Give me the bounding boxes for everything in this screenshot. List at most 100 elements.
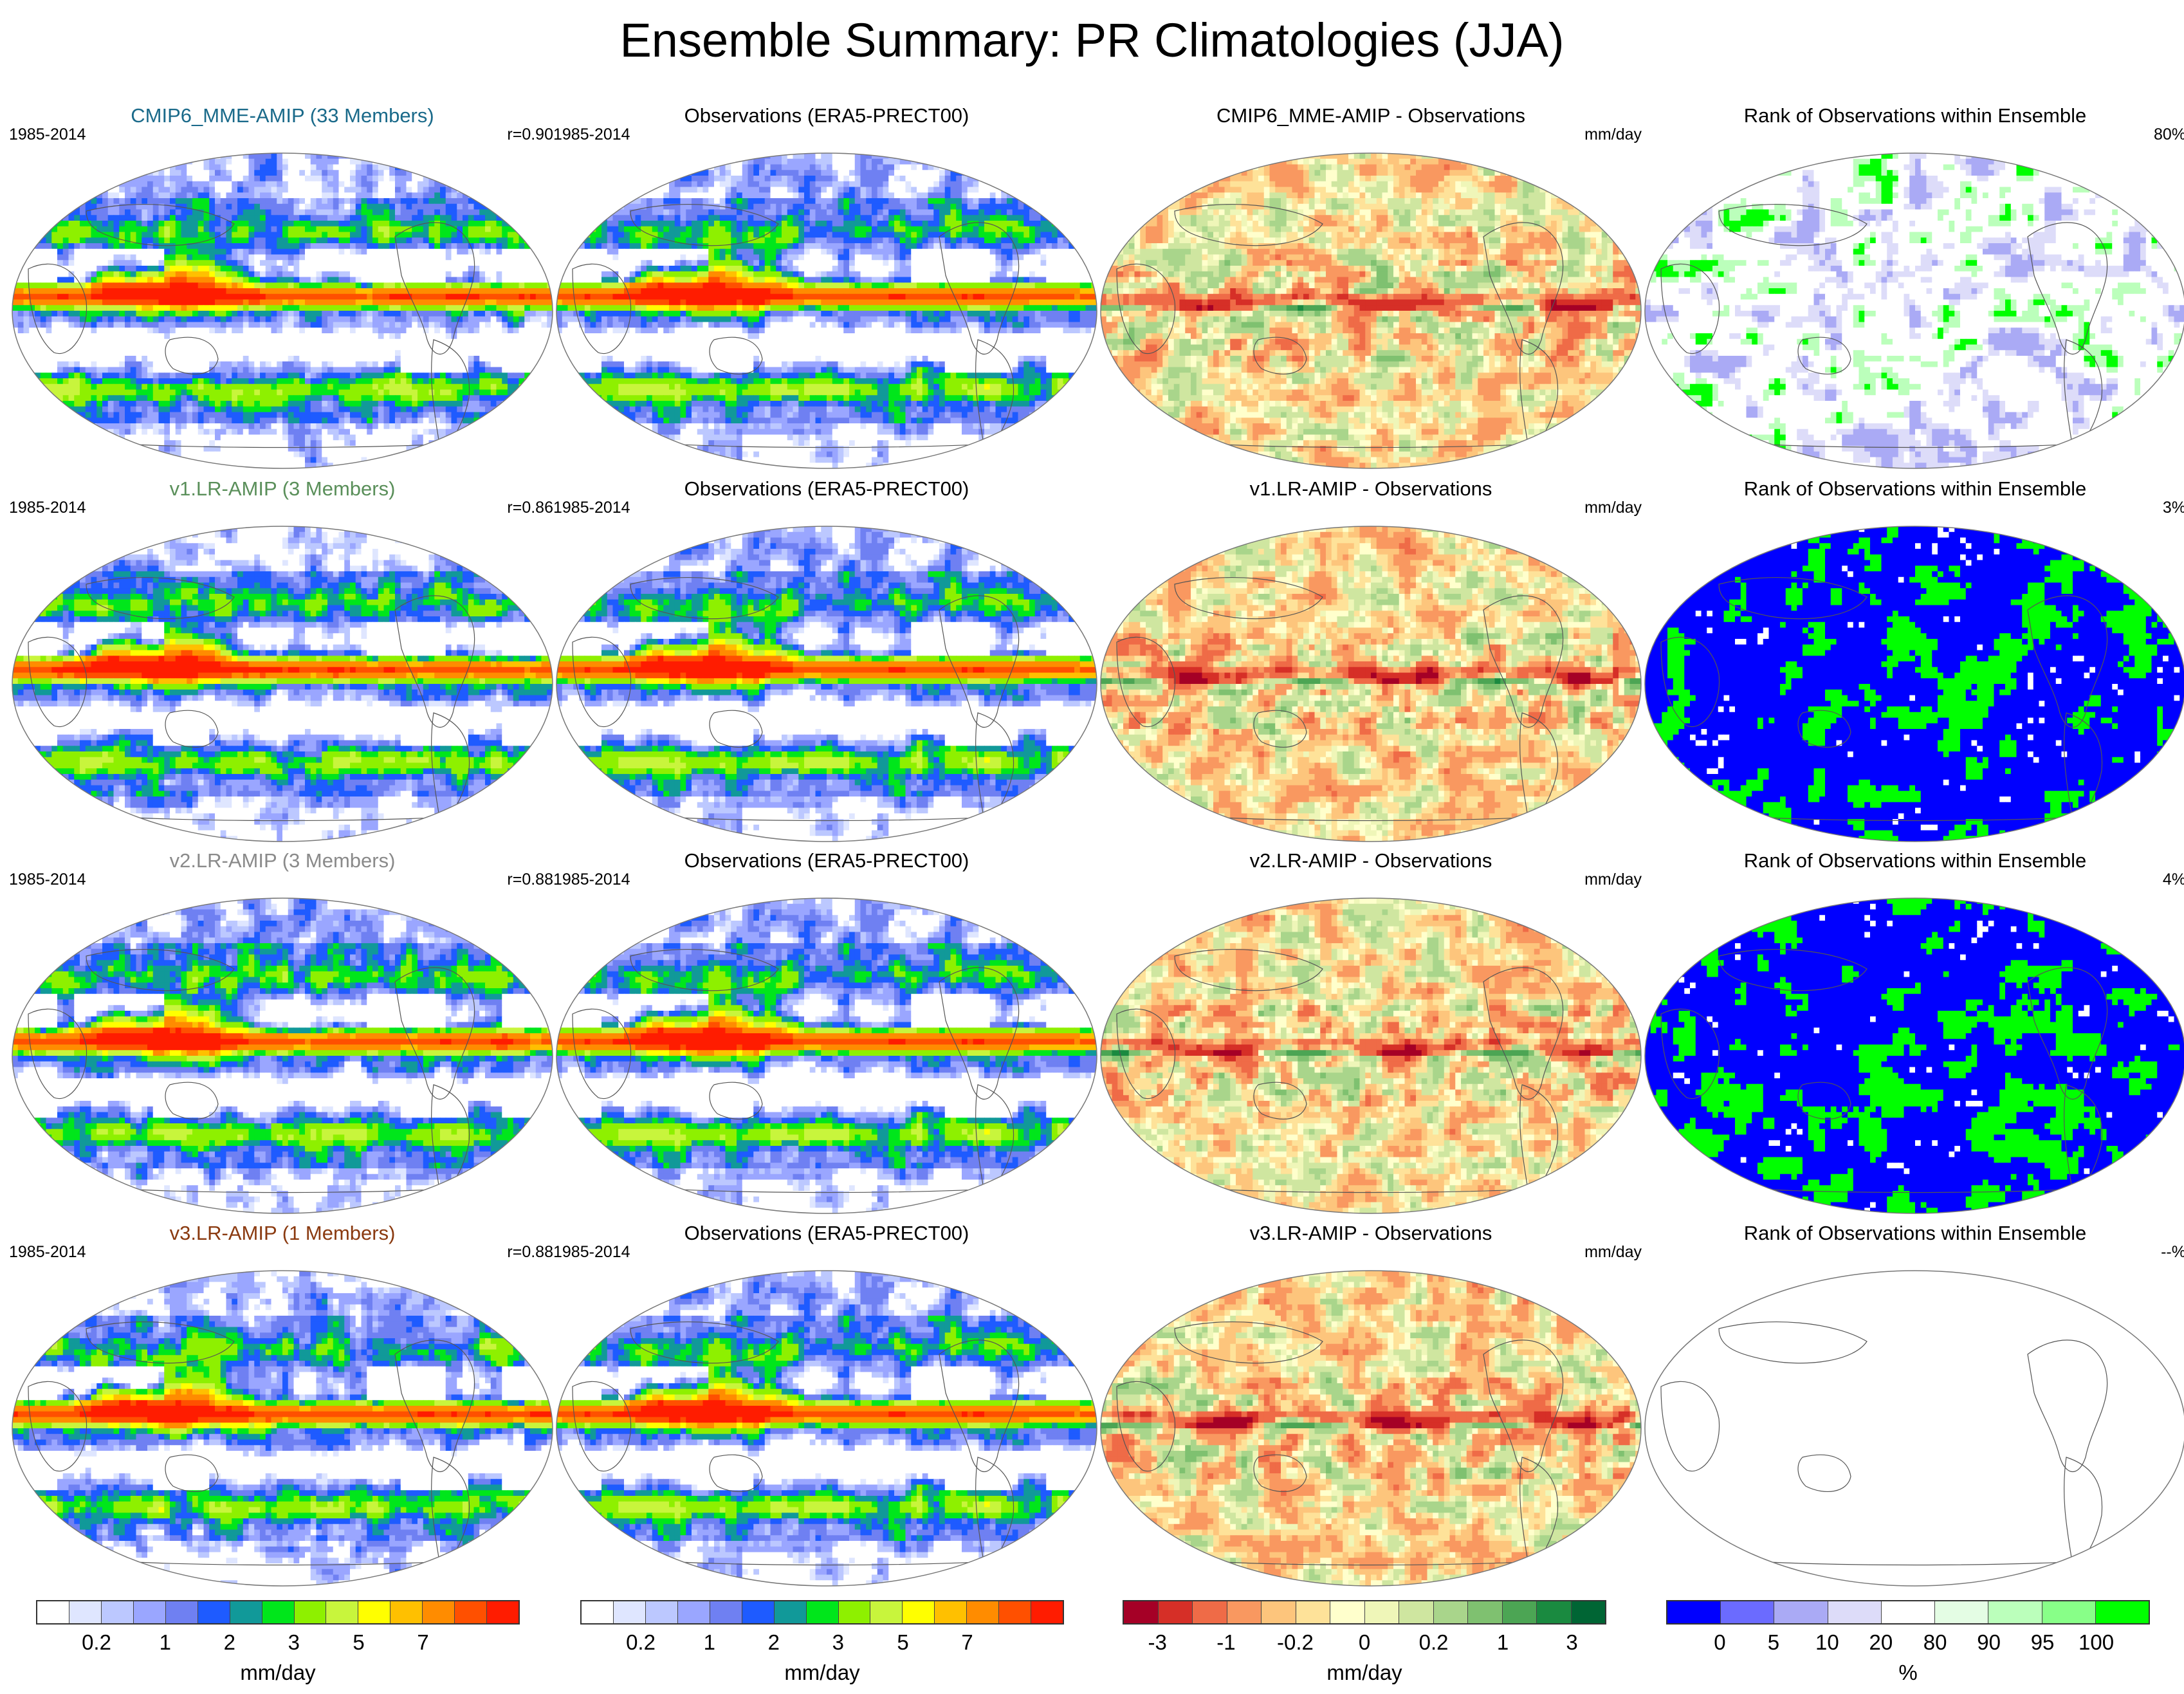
panel-title: Rank of Observations within Ensemble: [1642, 476, 2184, 502]
colorbar-swatch: [326, 1601, 358, 1623]
map-field: [1101, 1271, 1642, 1587]
world-map: [9, 520, 556, 848]
map-field: [1101, 898, 1642, 1214]
panel-diff-row2: v1.LR-AMIP - Observations mm/day: [1097, 476, 1644, 848]
colorbar-swatch: [1935, 1601, 1988, 1623]
colorbar-tick-label: 3: [1566, 1631, 1577, 1654]
figure-title: Ensemble Summary: PR Climatologies (JJA): [0, 12, 2184, 69]
colorbar-units: mm/day: [1326, 1661, 1402, 1685]
colorbar-tick-label: 100: [2078, 1631, 2114, 1654]
panel-model-row4: v3.LR-AMIP (1 Members) 1985-2014 r=0.88: [9, 1220, 556, 1592]
colorbar-swatch: [1572, 1601, 1606, 1623]
panel-obs-row1: Observations (ERA5-PRECT00) 1985-2014: [553, 103, 1100, 475]
colorbar-precip: 0.2 1 2 3 5 7 mm/day: [580, 1600, 1064, 1690]
panel-rank-row2: Rank of Observations within Ensemble 3%: [1642, 476, 2184, 848]
colorbar-precip: 0.2 1 2 3 5 7 mm/day: [36, 1600, 520, 1690]
colorbar-units: mm/day: [784, 1661, 859, 1685]
panel-diff-row1: CMIP6_MME-AMIP - Observations mm/day: [1097, 103, 1644, 475]
colorbar-swatch: [2042, 1601, 2096, 1623]
colorbar-swatches: [1123, 1600, 1606, 1625]
panel-title: Rank of Observations within Ensemble: [1642, 1220, 2184, 1246]
colorbar-tick-label: 5: [353, 1631, 364, 1654]
colorbar-swatch: [1227, 1601, 1262, 1623]
period-label: 1985-2014: [9, 870, 86, 889]
colorbar-swatch: [1468, 1601, 1503, 1623]
world-map: [553, 1264, 1100, 1592]
colorbar-swatch: [423, 1601, 455, 1623]
colorbar-tick-label: 1: [704, 1631, 715, 1654]
colorbar-swatch: [1399, 1601, 1434, 1623]
colorbar-swatch: [775, 1601, 807, 1623]
map-field: [1645, 153, 2184, 469]
colorbar-swatch: [134, 1601, 166, 1623]
colorbar-tick-label: 2: [224, 1631, 235, 1654]
panel-model-row2: v1.LR-AMIP (3 Members) 1985-2014 r=0.86: [9, 476, 556, 848]
colorbar-swatch: [1774, 1601, 1828, 1623]
colorbar-swatch: [935, 1601, 967, 1623]
correlation-label: r=0.88: [507, 870, 553, 889]
colorbar-tick-label: 90: [1977, 1631, 2001, 1654]
colorbar-swatch: [582, 1601, 614, 1623]
units-label: mm/day: [1584, 498, 1642, 517]
colorbar-tick-label: 0.2: [1419, 1631, 1449, 1654]
map-field: [556, 526, 1097, 842]
colorbar-swatch: [37, 1601, 69, 1623]
map-field: [556, 898, 1097, 1214]
map-field: [1101, 153, 1642, 469]
period-label: 1985-2014: [9, 125, 86, 144]
world-map: [9, 892, 556, 1220]
colorbar-diff: -3 -1 -0.2 0 0.2 1 3 mm/day: [1123, 1600, 1606, 1690]
coastlines: [1661, 1322, 2107, 1567]
panel-diff-row3: v2.LR-AMIP - Observations mm/day: [1097, 848, 1644, 1220]
panel-rank-row1: Rank of Observations within Ensemble 80%: [1642, 103, 2184, 475]
colorbar-swatch: [1988, 1601, 2042, 1623]
colorbar-swatch: [295, 1601, 327, 1623]
colorbar-tick-label: 3: [832, 1631, 844, 1654]
colorbar-tick-label: -0.2: [1277, 1631, 1314, 1654]
map-field: [556, 153, 1097, 469]
colorbar-swatch: [166, 1601, 198, 1623]
colorbar-swatch: [1365, 1601, 1400, 1623]
colorbar-swatch: [807, 1601, 839, 1623]
colorbar-swatch: [198, 1601, 230, 1623]
panel-model-row1: CMIP6_MME-AMIP (33 Members) 1985-2014 r=0.…: [9, 103, 556, 475]
colorbar-swatch: [967, 1601, 999, 1623]
panel-obs-row3: Observations (ERA5-PRECT00) 1985-2014: [553, 848, 1100, 1220]
colorbar-swatch: [1667, 1601, 1721, 1623]
colorbar-tick-label: -3: [1148, 1631, 1166, 1654]
colorbar-swatch: [1193, 1601, 1227, 1623]
world-map: [9, 1264, 556, 1592]
colorbar-swatches: [1666, 1600, 2150, 1625]
colorbar-swatch: [230, 1601, 262, 1623]
colorbar-swatch: [1262, 1601, 1296, 1623]
world-map: [1097, 1264, 1644, 1592]
panel-title: v3.LR-AMIP (1 Members): [9, 1220, 556, 1246]
colorbar-rank: 0 5 10 20 80 90 95 100%: [1666, 1600, 2150, 1690]
rank-percent-label: 80%: [2154, 125, 2184, 144]
colorbar-swatch: [999, 1601, 1031, 1623]
world-map: [1642, 147, 2184, 475]
colorbar-swatch: [1296, 1601, 1331, 1623]
panel-rank-row3: Rank of Observations within Ensemble 4%: [1642, 848, 2184, 1220]
period-label: 1985-2014: [553, 498, 630, 517]
period-label: 1985-2014: [9, 1242, 86, 1262]
colorbar-swatch: [102, 1601, 134, 1623]
period-label: 1985-2014: [553, 125, 630, 144]
colorbar-tick-label: 80: [1923, 1631, 1947, 1654]
rank-percent-label: 4%: [2163, 870, 2184, 889]
period-label: 1985-2014: [553, 1242, 630, 1262]
colorbar-swatch: [1124, 1601, 1159, 1623]
world-map: [1097, 147, 1644, 475]
world-map: [1097, 892, 1644, 1220]
panel-title: Observations (ERA5-PRECT00): [553, 476, 1100, 502]
colorbar-swatches: [580, 1600, 1064, 1625]
map-field: [12, 1271, 553, 1587]
map-field: [12, 526, 553, 842]
colorbar-tick-label: 0: [1714, 1631, 1725, 1654]
colorbar-tick-label: 1: [160, 1631, 171, 1654]
colorbar-swatch: [903, 1601, 935, 1623]
panel-title: Rank of Observations within Ensemble: [1642, 103, 2184, 129]
panel-title: v3.LR-AMIP - Observations: [1097, 1220, 1644, 1246]
colorbar-swatch: [710, 1601, 742, 1623]
colorbar-tick-label: 10: [1815, 1631, 1839, 1654]
